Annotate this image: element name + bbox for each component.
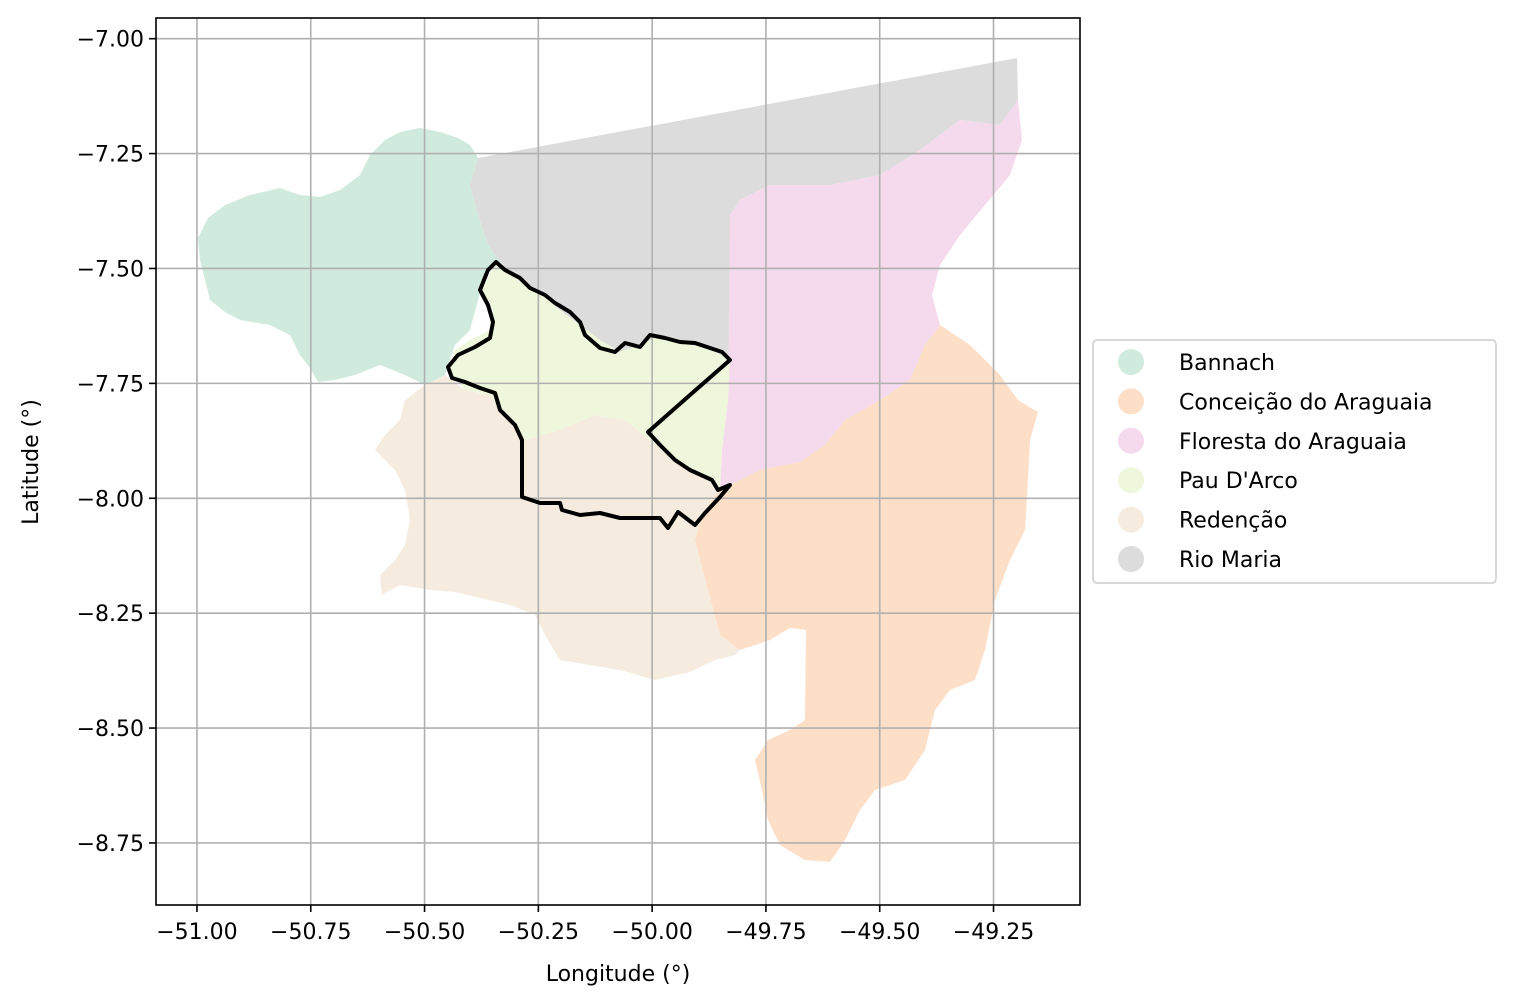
legend-label: Bannach xyxy=(1179,351,1275,376)
y-axis-label: Latitude (°) xyxy=(19,399,44,525)
x-axis: −51.00 −50.75 −50.50 −50.25 −50.00 −49.75 −49.… xyxy=(156,905,1034,945)
legend-marker xyxy=(1118,427,1144,454)
region-conceicao xyxy=(695,325,1038,862)
y-tick-label: −8.50 xyxy=(77,717,144,742)
region-redencao xyxy=(375,375,740,680)
y-axis: −7.00 −7.25 −7.50 −7.75 −8.00 −8.25 −8.50 −8.75 xyxy=(77,28,156,857)
legend-marker xyxy=(1118,349,1144,375)
y-tick-label: −7.00 xyxy=(77,28,144,53)
legend: Bannach Conceição do Araguaia Floresta do … xyxy=(1092,339,1497,584)
pau-darco-outline xyxy=(446,260,732,530)
region-bannach xyxy=(198,128,500,385)
legend-label: Rio Maria xyxy=(1179,548,1282,573)
x-tick-label: −50.25 xyxy=(498,920,579,945)
x-tick-label: −49.25 xyxy=(953,920,1034,945)
legend-label: Conceição do Araguaia xyxy=(1179,390,1433,415)
legend-marker xyxy=(1118,506,1144,533)
legend-marker xyxy=(1118,467,1144,494)
legend-label: Pau D'Arco xyxy=(1179,469,1298,494)
y-tick-label: −8.75 xyxy=(77,832,144,857)
x-tick-label: −50.00 xyxy=(611,920,692,945)
y-tick-label: −8.00 xyxy=(77,487,144,512)
y-tick-label: −8.25 xyxy=(77,602,144,627)
region-floresta xyxy=(720,100,1022,490)
x-axis-label: Longitude (°) xyxy=(546,962,691,987)
legend-marker xyxy=(1118,388,1144,415)
x-tick-label: −50.75 xyxy=(270,920,351,945)
x-tick-label: −50.50 xyxy=(384,920,465,945)
region-pau-darco xyxy=(448,262,730,490)
x-tick-label: −49.50 xyxy=(839,920,920,945)
plot-frame xyxy=(155,17,1081,906)
y-tick-label: −7.50 xyxy=(77,257,144,282)
legend-label: Floresta do Araguaia xyxy=(1179,430,1407,455)
region-rio-maria xyxy=(470,58,1018,360)
y-tick-label: −7.25 xyxy=(77,143,144,168)
legend-label: Redenção xyxy=(1179,509,1287,534)
y-tick-label: −7.75 xyxy=(77,372,144,397)
grid-lines xyxy=(156,18,1080,905)
x-tick-label: −51.00 xyxy=(156,920,237,945)
legend-frame xyxy=(1092,339,1497,584)
legend-marker xyxy=(1118,546,1144,572)
regions-layer xyxy=(198,58,1038,862)
x-tick-label: −49.75 xyxy=(725,920,806,945)
